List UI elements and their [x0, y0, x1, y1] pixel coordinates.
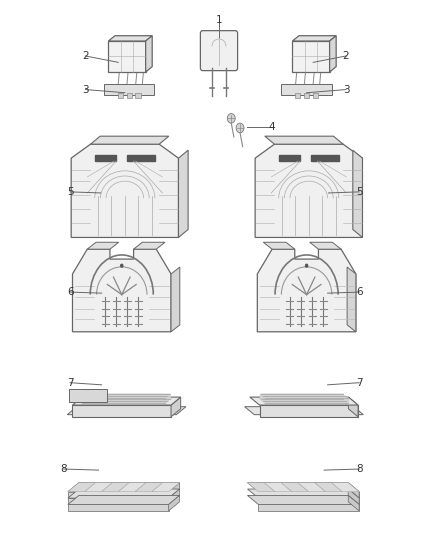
- Polygon shape: [145, 36, 152, 72]
- Polygon shape: [102, 483, 129, 491]
- Bar: [127, 93, 132, 98]
- Polygon shape: [258, 498, 359, 504]
- Polygon shape: [310, 242, 341, 249]
- Bar: [73, 405, 171, 417]
- Polygon shape: [247, 496, 359, 504]
- Polygon shape: [85, 396, 169, 401]
- Polygon shape: [87, 242, 119, 249]
- Polygon shape: [250, 397, 358, 405]
- Polygon shape: [244, 407, 363, 415]
- Polygon shape: [68, 504, 169, 511]
- Polygon shape: [169, 496, 180, 511]
- Polygon shape: [152, 483, 180, 491]
- Bar: [295, 93, 300, 98]
- Polygon shape: [171, 397, 181, 417]
- Text: 5: 5: [356, 187, 363, 197]
- Polygon shape: [68, 496, 180, 504]
- Polygon shape: [311, 155, 339, 161]
- Polygon shape: [279, 155, 300, 161]
- Polygon shape: [329, 36, 336, 72]
- Polygon shape: [118, 483, 146, 491]
- Polygon shape: [257, 249, 356, 332]
- Polygon shape: [134, 242, 165, 249]
- Text: 7: 7: [356, 378, 363, 387]
- Bar: [259, 405, 358, 417]
- Polygon shape: [87, 394, 171, 400]
- Polygon shape: [169, 483, 180, 498]
- Polygon shape: [95, 155, 116, 161]
- Polygon shape: [263, 242, 295, 249]
- Polygon shape: [258, 504, 359, 511]
- Polygon shape: [293, 36, 336, 41]
- Circle shape: [120, 263, 124, 268]
- Text: 2: 2: [343, 51, 350, 61]
- Text: 8: 8: [356, 464, 363, 474]
- Polygon shape: [314, 483, 343, 491]
- Bar: [118, 93, 123, 98]
- Polygon shape: [108, 36, 152, 41]
- Polygon shape: [261, 396, 346, 401]
- Polygon shape: [293, 41, 329, 72]
- Polygon shape: [258, 491, 359, 498]
- Text: 2: 2: [82, 51, 89, 61]
- Polygon shape: [265, 136, 343, 144]
- Polygon shape: [247, 483, 275, 491]
- Polygon shape: [347, 267, 356, 332]
- Text: 1: 1: [215, 15, 223, 25]
- Polygon shape: [67, 407, 186, 415]
- Polygon shape: [108, 41, 145, 72]
- Polygon shape: [68, 483, 95, 491]
- Polygon shape: [259, 394, 343, 400]
- Bar: [304, 93, 309, 98]
- Polygon shape: [68, 491, 169, 498]
- Polygon shape: [135, 483, 163, 491]
- Bar: [313, 93, 318, 98]
- Polygon shape: [68, 489, 180, 498]
- Polygon shape: [171, 267, 180, 332]
- Circle shape: [227, 114, 235, 123]
- Polygon shape: [91, 136, 169, 144]
- Polygon shape: [69, 389, 107, 402]
- Bar: [281, 84, 332, 95]
- Text: 6: 6: [67, 287, 74, 297]
- Text: 3: 3: [343, 85, 350, 94]
- Bar: [135, 93, 141, 98]
- Polygon shape: [255, 144, 362, 238]
- Text: 7: 7: [67, 378, 74, 387]
- Polygon shape: [68, 483, 180, 491]
- Text: 6: 6: [356, 287, 363, 297]
- Text: 3: 3: [82, 85, 89, 94]
- Polygon shape: [281, 483, 309, 491]
- Polygon shape: [247, 483, 359, 491]
- Circle shape: [236, 123, 244, 133]
- Polygon shape: [332, 483, 359, 491]
- Bar: [104, 84, 154, 95]
- Polygon shape: [353, 150, 362, 238]
- Polygon shape: [348, 483, 359, 498]
- Polygon shape: [247, 489, 359, 498]
- Polygon shape: [264, 483, 292, 491]
- FancyBboxPatch shape: [201, 30, 237, 70]
- Polygon shape: [73, 249, 171, 332]
- Polygon shape: [169, 489, 180, 504]
- Polygon shape: [348, 489, 359, 504]
- Polygon shape: [71, 144, 178, 238]
- Text: 5: 5: [67, 187, 74, 197]
- Polygon shape: [68, 498, 169, 504]
- Text: 4: 4: [268, 122, 275, 132]
- Text: 8: 8: [60, 464, 67, 474]
- Polygon shape: [348, 496, 359, 511]
- Polygon shape: [348, 397, 358, 417]
- Polygon shape: [298, 483, 325, 491]
- Circle shape: [305, 263, 308, 268]
- Polygon shape: [178, 150, 188, 238]
- Polygon shape: [73, 397, 181, 405]
- Polygon shape: [82, 398, 166, 403]
- Polygon shape: [127, 155, 155, 161]
- Polygon shape: [264, 398, 348, 403]
- Polygon shape: [85, 483, 113, 491]
